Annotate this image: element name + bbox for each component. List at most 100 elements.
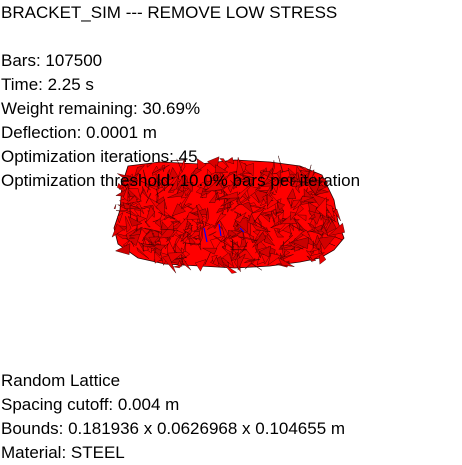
lattice-cell xyxy=(257,217,262,228)
lattice-cell xyxy=(299,196,314,203)
lattice-cell xyxy=(230,251,238,262)
lattice-cell xyxy=(138,241,145,252)
lattice-cell xyxy=(223,234,232,243)
lattice-cell xyxy=(196,158,207,172)
bounds-readout: Bounds: 0.181936 x 0.0626968 x 0.104655 … xyxy=(1,419,346,438)
lattice-cell xyxy=(159,228,177,231)
lattice-cell xyxy=(262,210,273,216)
lattice-cell xyxy=(323,203,335,221)
lattice-cell xyxy=(327,222,346,237)
lattice-cell xyxy=(145,192,152,204)
lattice-cell xyxy=(152,164,170,177)
lattice-cell xyxy=(202,247,218,255)
lattice-cell xyxy=(241,201,254,214)
lattice-cell xyxy=(166,230,179,243)
lattice-cell xyxy=(175,214,190,235)
lattice-cell xyxy=(211,254,218,264)
lattice-cell xyxy=(288,232,292,238)
lattice-cell xyxy=(291,177,299,187)
lattice-cell xyxy=(125,216,132,233)
lattice-cell xyxy=(313,189,330,196)
lattice-cell xyxy=(167,189,185,199)
optimization-iterations: Optimization iterations: 45 xyxy=(1,147,198,166)
lattice-cell xyxy=(217,191,239,199)
lattice-cell xyxy=(326,214,334,223)
lattice-cell xyxy=(155,174,159,189)
lattice-cell xyxy=(250,262,263,271)
lattice-cell xyxy=(294,204,304,216)
lattice-cell xyxy=(254,178,272,191)
lattice-cell xyxy=(208,231,217,236)
load-marker xyxy=(239,227,245,233)
lattice-cell xyxy=(128,228,142,237)
lattice-cell xyxy=(128,202,131,218)
material-readout: Material: STEEL xyxy=(1,443,125,462)
lattice-cell xyxy=(127,215,143,227)
lattice-cell xyxy=(251,204,266,214)
deflection-readout: Deflection: 0.0001 m xyxy=(1,123,157,142)
lattice-cell xyxy=(116,211,124,224)
lattice-cell xyxy=(215,213,227,225)
lattice-cell xyxy=(277,256,295,268)
lattice-cell xyxy=(287,173,300,183)
lattice-cell xyxy=(204,252,211,265)
weight-remaining: Weight remaining: 30.69% xyxy=(1,99,201,118)
lattice-cell xyxy=(183,242,187,252)
lattice-cell xyxy=(140,243,156,248)
lattice-cell xyxy=(148,236,160,245)
lattice-cell xyxy=(307,222,315,230)
lattice-cell xyxy=(296,214,307,222)
lattice-cell xyxy=(253,209,265,224)
lattice-cell xyxy=(234,212,247,224)
lattice-cell xyxy=(166,169,170,186)
lattice-cell xyxy=(244,259,260,264)
bars-count: Bars: 107500 xyxy=(1,51,103,70)
lattice-cell xyxy=(260,213,271,223)
lattice-cell xyxy=(224,264,238,274)
lattice-cell xyxy=(236,248,255,261)
lattice-cell xyxy=(290,237,310,250)
lattice-cell xyxy=(309,252,325,261)
lattice-cell xyxy=(155,184,170,196)
lattice-cell xyxy=(154,251,162,264)
lattice-cell xyxy=(155,199,166,217)
lattice-cell xyxy=(144,185,151,191)
lattice-cell xyxy=(196,222,204,225)
lattice-cell xyxy=(299,166,312,175)
lattice-cell xyxy=(180,222,193,242)
lattice-cell xyxy=(309,247,320,253)
lattice-cell xyxy=(273,210,277,217)
load-markers xyxy=(203,223,245,243)
load-marker xyxy=(203,227,208,243)
lattice-cell xyxy=(158,210,170,224)
lattice-cell xyxy=(238,236,259,242)
lattice-cell xyxy=(122,202,141,210)
lattice-cell xyxy=(318,235,337,250)
lattice-cell xyxy=(114,243,131,256)
lattice-cell xyxy=(127,188,142,203)
lattice-cell xyxy=(191,167,203,177)
lattice-cell xyxy=(208,192,218,203)
lattice-cell xyxy=(215,164,229,174)
lattice-cell xyxy=(265,167,274,183)
lattice-cell xyxy=(123,185,129,202)
lattice-mesh xyxy=(111,155,346,274)
lattice-cell xyxy=(237,253,246,271)
lattice-cell xyxy=(229,240,240,248)
lattice-cell xyxy=(310,178,324,183)
lattice-cell xyxy=(286,187,297,200)
lattice-cell xyxy=(182,182,194,193)
lattice-cell xyxy=(229,207,236,212)
lattice-cell xyxy=(237,196,243,206)
lattice-cell xyxy=(267,253,282,266)
lattice-cell xyxy=(145,204,155,224)
lattice-cell xyxy=(136,247,150,260)
lattice-cell xyxy=(271,176,281,194)
lattice-cell xyxy=(251,222,271,233)
lattice-cell xyxy=(315,196,327,219)
lattice-cell xyxy=(320,177,328,185)
load-marker xyxy=(218,223,222,237)
lattice-cell xyxy=(230,230,244,238)
lattice-cell xyxy=(307,256,313,263)
